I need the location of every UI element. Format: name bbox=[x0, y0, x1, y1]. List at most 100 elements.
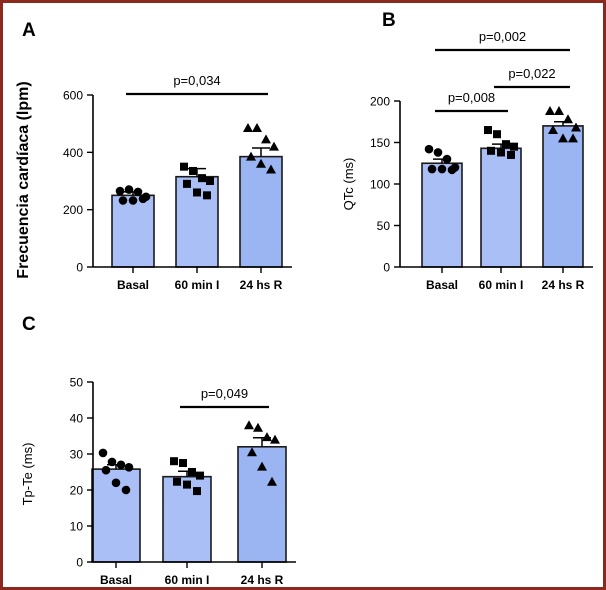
panel-b-point bbox=[507, 150, 515, 159]
panel-a-point bbox=[266, 164, 276, 174]
panel-c-point bbox=[121, 485, 131, 495]
panel-b-y-tick-label: 150 bbox=[370, 136, 390, 150]
panel-b-bar bbox=[421, 162, 463, 268]
panel-b-y-tick-label: 100 bbox=[370, 178, 390, 192]
panel-a-point bbox=[198, 174, 206, 183]
panel-a-point bbox=[183, 179, 191, 188]
panel-c-y-axis-label: Tp-Te (ms) bbox=[20, 443, 35, 506]
panel-b-point bbox=[433, 148, 443, 157]
panel-b-point bbox=[497, 148, 505, 157]
panel-b-point bbox=[424, 144, 434, 154]
panel-a-point bbox=[256, 158, 266, 168]
panel-a-x-tick-label: 60 min I bbox=[175, 278, 220, 292]
panel-b-point bbox=[487, 146, 495, 155]
panel-b-x-tick-label: 24 hs R bbox=[542, 278, 585, 292]
panel-b-point bbox=[548, 125, 558, 135]
panel-c-point bbox=[179, 459, 187, 467]
panel-c-point bbox=[98, 448, 108, 458]
panel-b-point bbox=[571, 122, 581, 132]
panel-b-point bbox=[554, 105, 564, 115]
panel-b-point bbox=[493, 130, 501, 139]
panel-c-x-tick-label: 24 hs R bbox=[241, 573, 284, 587]
panel-c-x-tick-label: 60 min I bbox=[165, 573, 210, 587]
panel-a-point bbox=[269, 141, 279, 151]
panel-b-point bbox=[563, 114, 573, 124]
panel-b-x-tick-label: Basal bbox=[426, 278, 458, 292]
panel-b-point bbox=[447, 165, 457, 175]
panel-a-y-tick-label: 400 bbox=[63, 146, 83, 160]
panel-a-point bbox=[133, 187, 143, 197]
panel-letter-c: C bbox=[22, 314, 36, 335]
panel-b-point bbox=[502, 140, 510, 149]
panel-a-point bbox=[128, 196, 138, 205]
panel-b-point bbox=[442, 154, 452, 164]
panel-c-point bbox=[270, 434, 280, 444]
panel-b-y-tick-label: 50 bbox=[377, 219, 391, 233]
panel-b-p-value-label: p=0,008 bbox=[448, 90, 495, 105]
panel-b-point bbox=[484, 126, 492, 135]
panel-c-point bbox=[193, 487, 201, 496]
panel-c-y-tick-label: 20 bbox=[70, 484, 84, 498]
panel-c-point bbox=[173, 477, 181, 486]
panel-a-chart: 0 200 400 600 Basal 60 min I 24 hs R Frecuencia… bbox=[15, 73, 292, 292]
panel-a-x-tick-label: 24 hs R bbox=[240, 278, 283, 292]
panel-c-point bbox=[262, 432, 272, 442]
panel-c-chart: 0 10 20 30 40 50 Basal 60 min I 24 hs R Tp-Te (ms… bbox=[20, 376, 296, 587]
panel-b-point bbox=[437, 164, 447, 174]
panel-c-point bbox=[183, 480, 191, 489]
panel-c-y-tick-label: 40 bbox=[70, 412, 84, 426]
panel-c-y-tick-label: 30 bbox=[70, 448, 84, 462]
panel-a-y-tick-label: 0 bbox=[76, 261, 83, 275]
panel-a-point bbox=[246, 151, 256, 161]
panel-b-y-tick-label: 0 bbox=[383, 261, 390, 275]
panel-b-point bbox=[510, 142, 518, 151]
panel-b-y-axis-label: QTc (ms) bbox=[341, 158, 356, 211]
panel-b-point bbox=[568, 133, 578, 143]
panel-b-bar bbox=[480, 147, 522, 268]
panel-a-point bbox=[193, 188, 201, 197]
panel-c-point bbox=[196, 471, 204, 480]
panel-a-y-axis-label: Frecuencia cardíaca (lpm) bbox=[15, 81, 32, 278]
panel-a-point bbox=[180, 162, 188, 171]
panel-a-point bbox=[252, 122, 262, 132]
panel-b-chart: 0 50 100 150 200 Basal 60 min I 24 hs R QTc (ms)… bbox=[341, 29, 593, 292]
panel-c-point bbox=[257, 461, 267, 471]
panel-a-point bbox=[189, 166, 197, 175]
panel-c-y-tick-label: 10 bbox=[70, 520, 84, 534]
panel-a-point bbox=[243, 122, 253, 132]
panel-a-y-tick-label: 600 bbox=[63, 89, 83, 103]
panel-a-point bbox=[124, 185, 134, 194]
panel-a-point bbox=[118, 196, 128, 205]
panel-c-point bbox=[244, 420, 254, 430]
panel-a-bar bbox=[111, 194, 155, 268]
panel-a-y-tick-label: 200 bbox=[63, 203, 83, 217]
panel-c-point bbox=[116, 460, 126, 470]
panel-c-point bbox=[111, 478, 121, 488]
panel-b-p-value-label: p=0,022 bbox=[508, 66, 555, 81]
panel-c-point bbox=[124, 463, 134, 472]
panel-c-y-tick-label: 0 bbox=[76, 556, 83, 570]
panel-c-point bbox=[101, 465, 111, 475]
panel-a-point bbox=[206, 177, 214, 185]
panel-c-point bbox=[267, 476, 277, 486]
panel-c-point bbox=[170, 457, 178, 466]
panel-a-point bbox=[138, 194, 148, 204]
panel-c-point bbox=[253, 422, 263, 432]
panel-c-x-tick-label: Basal bbox=[100, 573, 132, 587]
panel-c-bar bbox=[162, 475, 212, 563]
panel-a-x-tick-label: Basal bbox=[117, 278, 149, 292]
panel-b-x-tick-label: 60 min I bbox=[479, 278, 524, 292]
panel-c-y-tick-label: 50 bbox=[70, 376, 84, 390]
panel-b-y-tick-label: 200 bbox=[370, 95, 390, 109]
panel-a-point bbox=[261, 134, 271, 144]
panel-b-bar bbox=[542, 125, 584, 268]
panel-c-point bbox=[247, 447, 257, 457]
panel-a-point bbox=[115, 186, 125, 196]
panel-a-p-value-label: p=0,034 bbox=[173, 73, 220, 88]
panel-b-point bbox=[558, 133, 568, 143]
panel-a-point bbox=[203, 191, 211, 200]
panel-c-point bbox=[107, 457, 117, 467]
panel-c-p-value-label: p=0,049 bbox=[201, 386, 248, 401]
panel-letter-a: A bbox=[22, 20, 36, 41]
